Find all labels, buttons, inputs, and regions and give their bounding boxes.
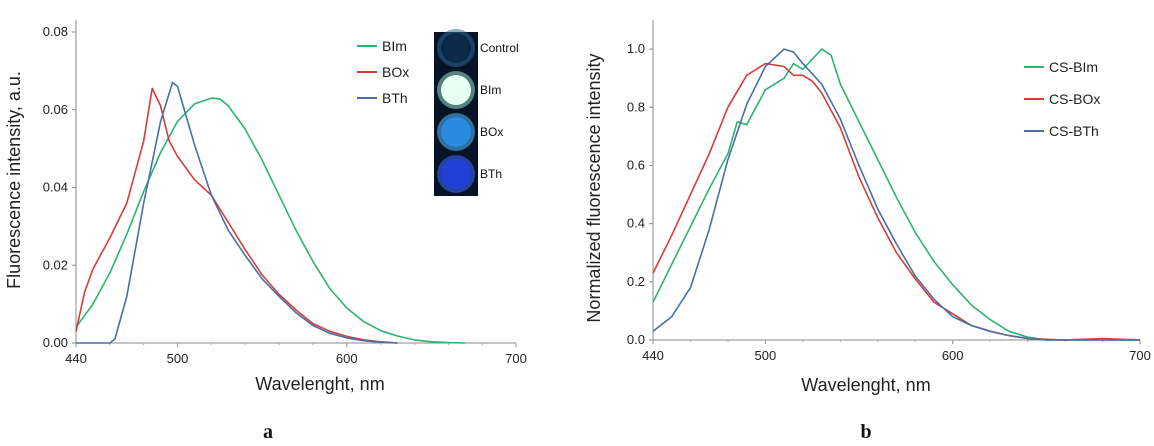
chart-a-ytick-label: 0.08 [43,24,68,39]
chart-b-ytick-label: 0.0 [627,332,645,347]
chart-b-xtick-label: 440 [642,348,664,363]
well-bth [441,159,471,189]
chart-a-xtick-label: 500 [167,351,189,366]
legend-label-cs-bth: CS-BTh [1049,123,1099,139]
legend-label-box: BOx [382,64,409,80]
legend-label-bth: BTh [382,90,408,106]
well-label-control: Control [480,41,519,55]
legend-label-cs-bim: CS-BIm [1049,59,1098,75]
inset-photo: Control BIm BOx BTh [434,29,519,196]
chart-a-ytick-label: 0.02 [43,257,68,272]
chart-b-ylabel: Normalized fluorescence intensity [584,53,604,322]
chart-b-xlabel: Wavelenght, nm [801,375,930,395]
chart-b-xtick-label: 500 [755,348,777,363]
series-line-bim [75,97,466,344]
chart-b-ytick-label: 0.2 [627,274,645,289]
well-box [441,117,471,147]
chart-a-ytick-label: 0.06 [43,102,68,117]
well-label-bim: BIm [480,83,501,97]
chart-b-ytick-label: 0.8 [627,99,645,114]
chart-a-ytick-label: 0.04 [43,180,68,195]
chart-a-xtick-label: 440 [65,351,87,366]
legend-label-cs-box: CS-BOx [1049,91,1100,107]
well-bim [441,75,471,105]
chart-b: 440 500 600 700 0.0 0.2 0.4 0.6 0.8 1.0 CS-BIm CS-… [584,20,1151,443]
panel-label-b: b [860,421,871,443]
chart-b-xtick-label: 600 [942,348,964,363]
panel-label-a: a [263,421,273,443]
chart-a-ylabel: Fluorescence intensity, a.u. [4,71,24,289]
chart-b-ytick-label: 0.6 [627,157,645,172]
chart-a-xlabel: Wavelenght, nm [255,374,384,394]
chart-a-xtick-label: 700 [505,351,527,366]
series-line-bth [76,81,398,344]
well-control [441,33,471,63]
chart-a: 440 500 600 700 0.00 0.02 0.04 0.06 0.08 BIm BOx B… [4,20,527,443]
well-label-box: BOx [480,125,503,139]
chart-a-xtick-label: 600 [336,351,358,366]
series-line-cs-bth [652,48,1140,341]
well-label-bth: BTh [480,167,502,181]
chart-b-ytick-label: 0.4 [627,216,645,231]
legend-label-bim: BIm [382,38,407,54]
series-line-cs-bim [652,48,1140,341]
chart-b-xtick-label: 700 [1129,348,1151,363]
chart-b-ytick-label: 1.0 [627,41,645,56]
chart-a-ytick-label: 0.00 [43,335,68,350]
